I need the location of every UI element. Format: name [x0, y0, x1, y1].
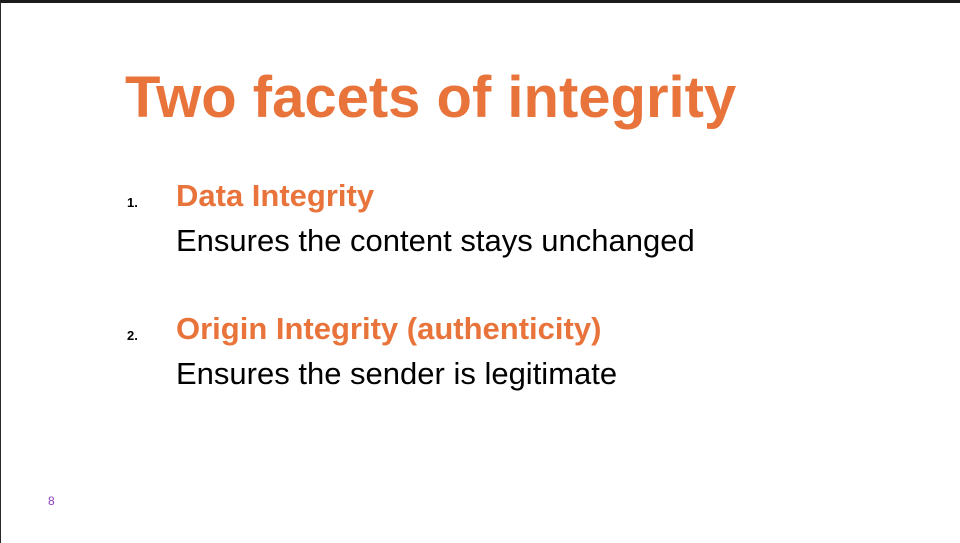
list-item-number: 1. [127, 195, 138, 210]
list-item-heading: Data Integrity [176, 178, 375, 213]
page-number: 8 [48, 494, 55, 508]
list-item-number: 2. [127, 328, 138, 343]
list-item-heading: Origin Integrity (authenticity) [176, 311, 602, 346]
list-item-description: Ensures the content stays unchanged [176, 223, 695, 258]
list-item-description: Ensures the sender is legitimate [176, 356, 618, 391]
slide-title: Two facets of integrity [125, 65, 737, 130]
